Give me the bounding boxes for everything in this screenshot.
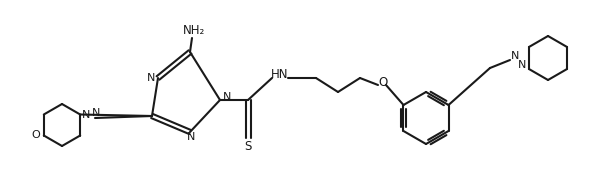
Text: O: O	[378, 77, 388, 90]
Text: NH₂: NH₂	[183, 23, 205, 36]
Text: N: N	[92, 108, 100, 118]
Text: N: N	[518, 60, 526, 70]
Text: HN: HN	[272, 67, 289, 81]
Text: N: N	[82, 109, 90, 119]
Text: N: N	[511, 51, 519, 61]
Text: N: N	[147, 73, 155, 83]
Text: N: N	[223, 92, 231, 102]
Text: S: S	[244, 140, 252, 153]
Text: N: N	[187, 132, 195, 142]
Text: O: O	[31, 130, 40, 140]
